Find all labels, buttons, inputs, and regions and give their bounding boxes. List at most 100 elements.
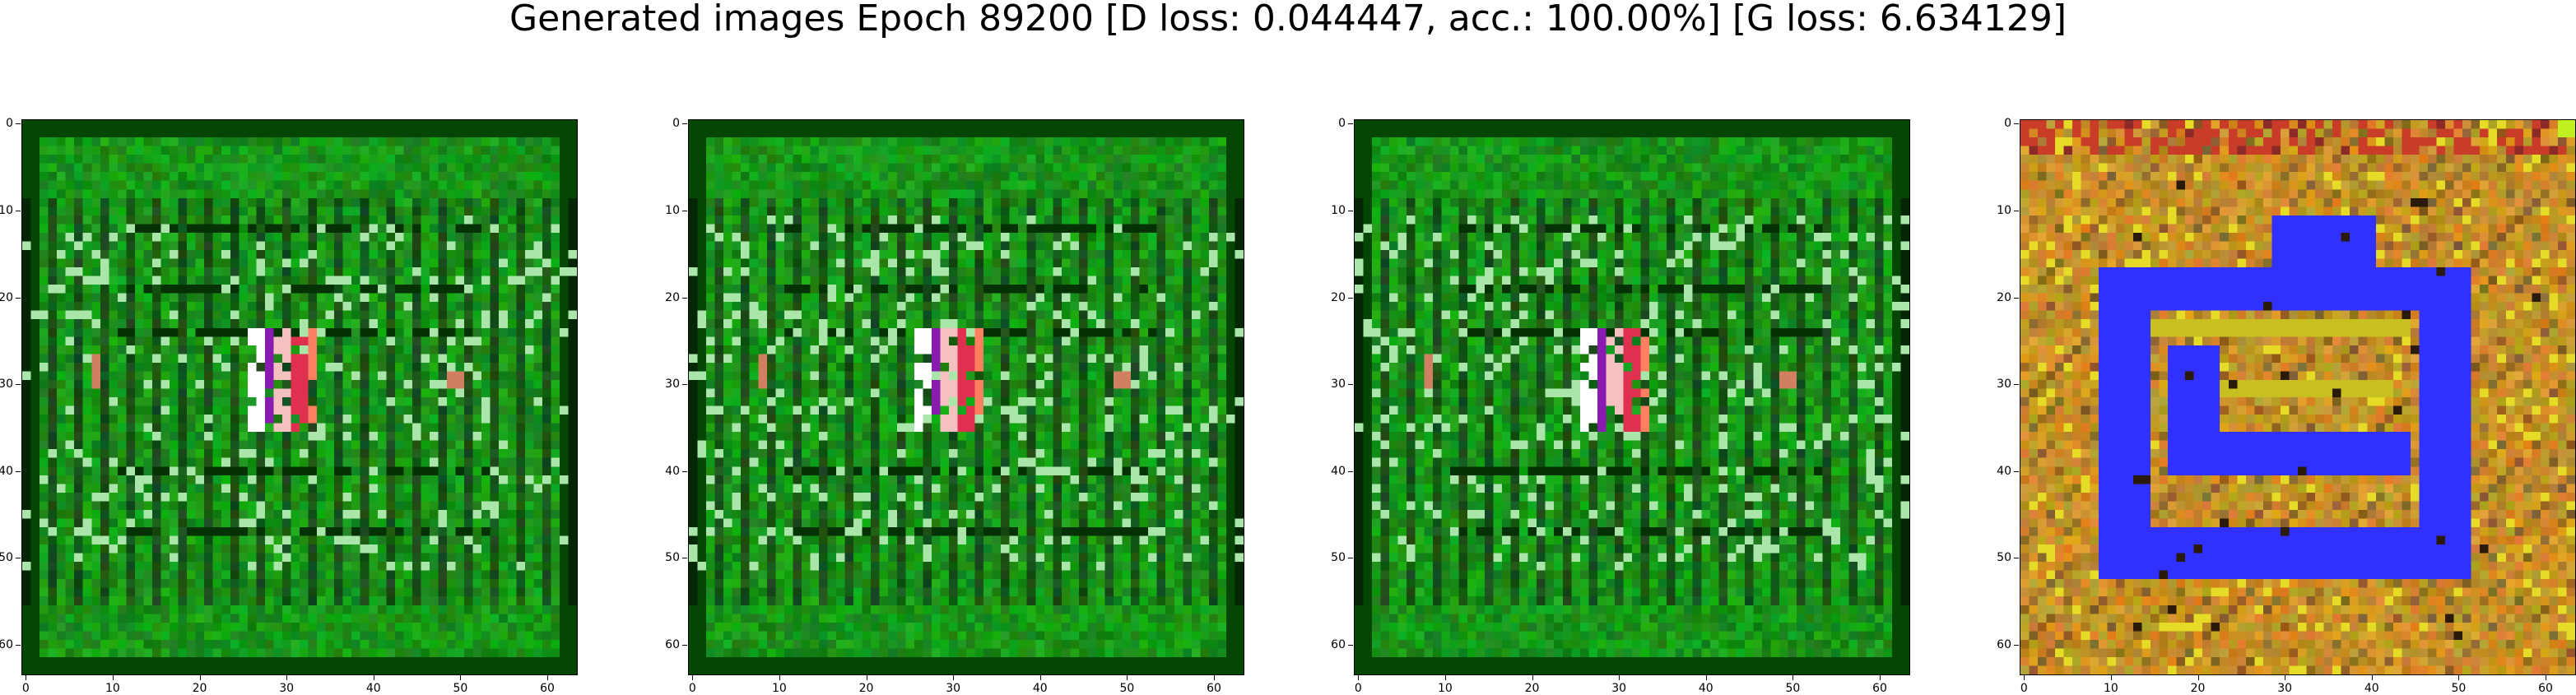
x-tick-label: 50 — [1785, 682, 1801, 695]
y-tick-label: 10 — [1997, 203, 2011, 217]
x-tick — [460, 675, 462, 680]
x-tick-label: 60 — [2538, 682, 2553, 695]
y-tick-label: 60 — [665, 638, 680, 652]
figure-title: Generated images Epoch 89200 [D loss: 0.… — [509, 0, 2067, 39]
x-tick-label: 30 — [946, 682, 961, 695]
x-tick — [112, 675, 114, 680]
y-tick — [682, 297, 687, 299]
image-frame — [21, 119, 578, 675]
x-tick-label: 30 — [1611, 682, 1627, 695]
x-tick — [1532, 675, 1533, 680]
image-panel-1: 0 10 20 30 40 50 60 0 10 20 30 40 50 60 — [0, 117, 578, 695]
y-tick — [1348, 645, 1353, 646]
image-panel-3: 0 10 20 30 40 50 60 0 10 20 30 40 50 60 — [1331, 117, 1910, 695]
y-tick — [2014, 297, 2019, 299]
x-tick-label: 50 — [453, 682, 468, 695]
y-tick-label: 10 — [1331, 203, 1346, 217]
x-tick-label: 40 — [1032, 682, 1048, 695]
x-tick — [1358, 675, 1360, 680]
y-tick-label: 50 — [0, 551, 13, 565]
y-tick-label: 60 — [1331, 638, 1346, 652]
x-tick — [692, 675, 694, 680]
y-tick — [682, 384, 687, 386]
x-tick — [2371, 675, 2373, 680]
x-tick — [1444, 675, 1446, 680]
x-tick-label: 10 — [2103, 682, 2118, 695]
y-tick-label: 20 — [0, 290, 13, 304]
x-tick — [953, 675, 955, 680]
image-panel-4: 0 10 20 30 40 50 60 0 10 20 30 40 50 60 — [1997, 117, 2576, 695]
x-tick — [1880, 675, 1881, 680]
y-tick-label: 20 — [665, 290, 680, 304]
x-tick-label: 10 — [1437, 682, 1453, 695]
y-tick — [16, 384, 21, 386]
x-tick-label: 60 — [540, 682, 555, 695]
y-tick — [2014, 384, 2019, 386]
y-tick-label: 0 — [6, 117, 13, 131]
generated-image-2 — [689, 120, 1244, 674]
y-tick-label: 0 — [672, 117, 680, 131]
x-tick-label: 10 — [771, 682, 787, 695]
generated-image-1 — [22, 120, 577, 674]
x-tick-label: 20 — [2190, 682, 2206, 695]
x-tick — [1214, 675, 1216, 680]
x-tick-label: 50 — [1119, 682, 1135, 695]
x-tick-label: 30 — [2277, 682, 2293, 695]
y-tick-label: 60 — [0, 638, 13, 652]
image-frame — [1354, 119, 1910, 675]
y-tick-label: 40 — [0, 464, 13, 478]
y-tick — [1348, 297, 1353, 299]
y-tick — [16, 645, 21, 646]
y-tick-label: 10 — [665, 203, 680, 217]
y-tick — [1348, 470, 1353, 472]
y-tick-label: 30 — [1997, 378, 2011, 392]
x-tick-label: 0 — [1354, 682, 1362, 695]
y-tick-label: 30 — [1331, 378, 1346, 392]
x-tick-label: 40 — [2364, 682, 2379, 695]
x-tick — [1127, 675, 1128, 680]
x-tick-label: 0 — [21, 682, 30, 695]
y-tick-label: 40 — [1331, 464, 1346, 478]
x-tick — [2197, 675, 2199, 680]
x-tick-label: 0 — [688, 682, 696, 695]
x-tick — [2458, 675, 2460, 680]
y-tick — [682, 470, 687, 472]
y-tick — [2014, 645, 2019, 646]
x-tick-label: 20 — [192, 682, 207, 695]
y-tick-label: 30 — [0, 378, 13, 392]
y-tick-label: 40 — [665, 464, 680, 478]
x-tick — [779, 675, 780, 680]
y-tick-label: 50 — [1997, 551, 2011, 565]
y-tick-label: 50 — [1331, 551, 1346, 565]
x-tick — [199, 675, 201, 680]
x-tick — [1039, 675, 1041, 680]
x-tick — [547, 675, 549, 680]
y-tick — [2014, 123, 2019, 125]
x-tick — [1619, 675, 1620, 680]
generated-image-3 — [1355, 120, 1909, 674]
y-tick-label: 0 — [2004, 117, 2011, 131]
y-tick — [682, 123, 687, 125]
y-tick-label: 30 — [665, 378, 680, 392]
x-tick — [286, 675, 288, 680]
y-tick-label: 20 — [1331, 290, 1346, 304]
y-tick — [1348, 123, 1353, 125]
y-tick — [16, 470, 21, 472]
x-tick-label: 30 — [279, 682, 295, 695]
x-tick-label: 20 — [1524, 682, 1540, 695]
x-tick-label: 10 — [105, 682, 120, 695]
y-tick-label: 20 — [1997, 290, 2011, 304]
x-tick-label: 60 — [1872, 682, 1887, 695]
y-tick — [16, 123, 21, 125]
x-tick — [2024, 675, 2025, 680]
x-tick-label: 40 — [365, 682, 381, 695]
y-tick — [16, 297, 21, 299]
y-tick-label: 0 — [1338, 117, 1346, 131]
y-tick — [682, 645, 687, 646]
y-tick — [2014, 470, 2019, 472]
y-tick-label: 40 — [1997, 464, 2011, 478]
x-tick — [1705, 675, 1707, 680]
y-tick-label: 60 — [1997, 638, 2011, 652]
x-tick-label: 60 — [1207, 682, 1221, 695]
image-frame — [688, 119, 1244, 675]
